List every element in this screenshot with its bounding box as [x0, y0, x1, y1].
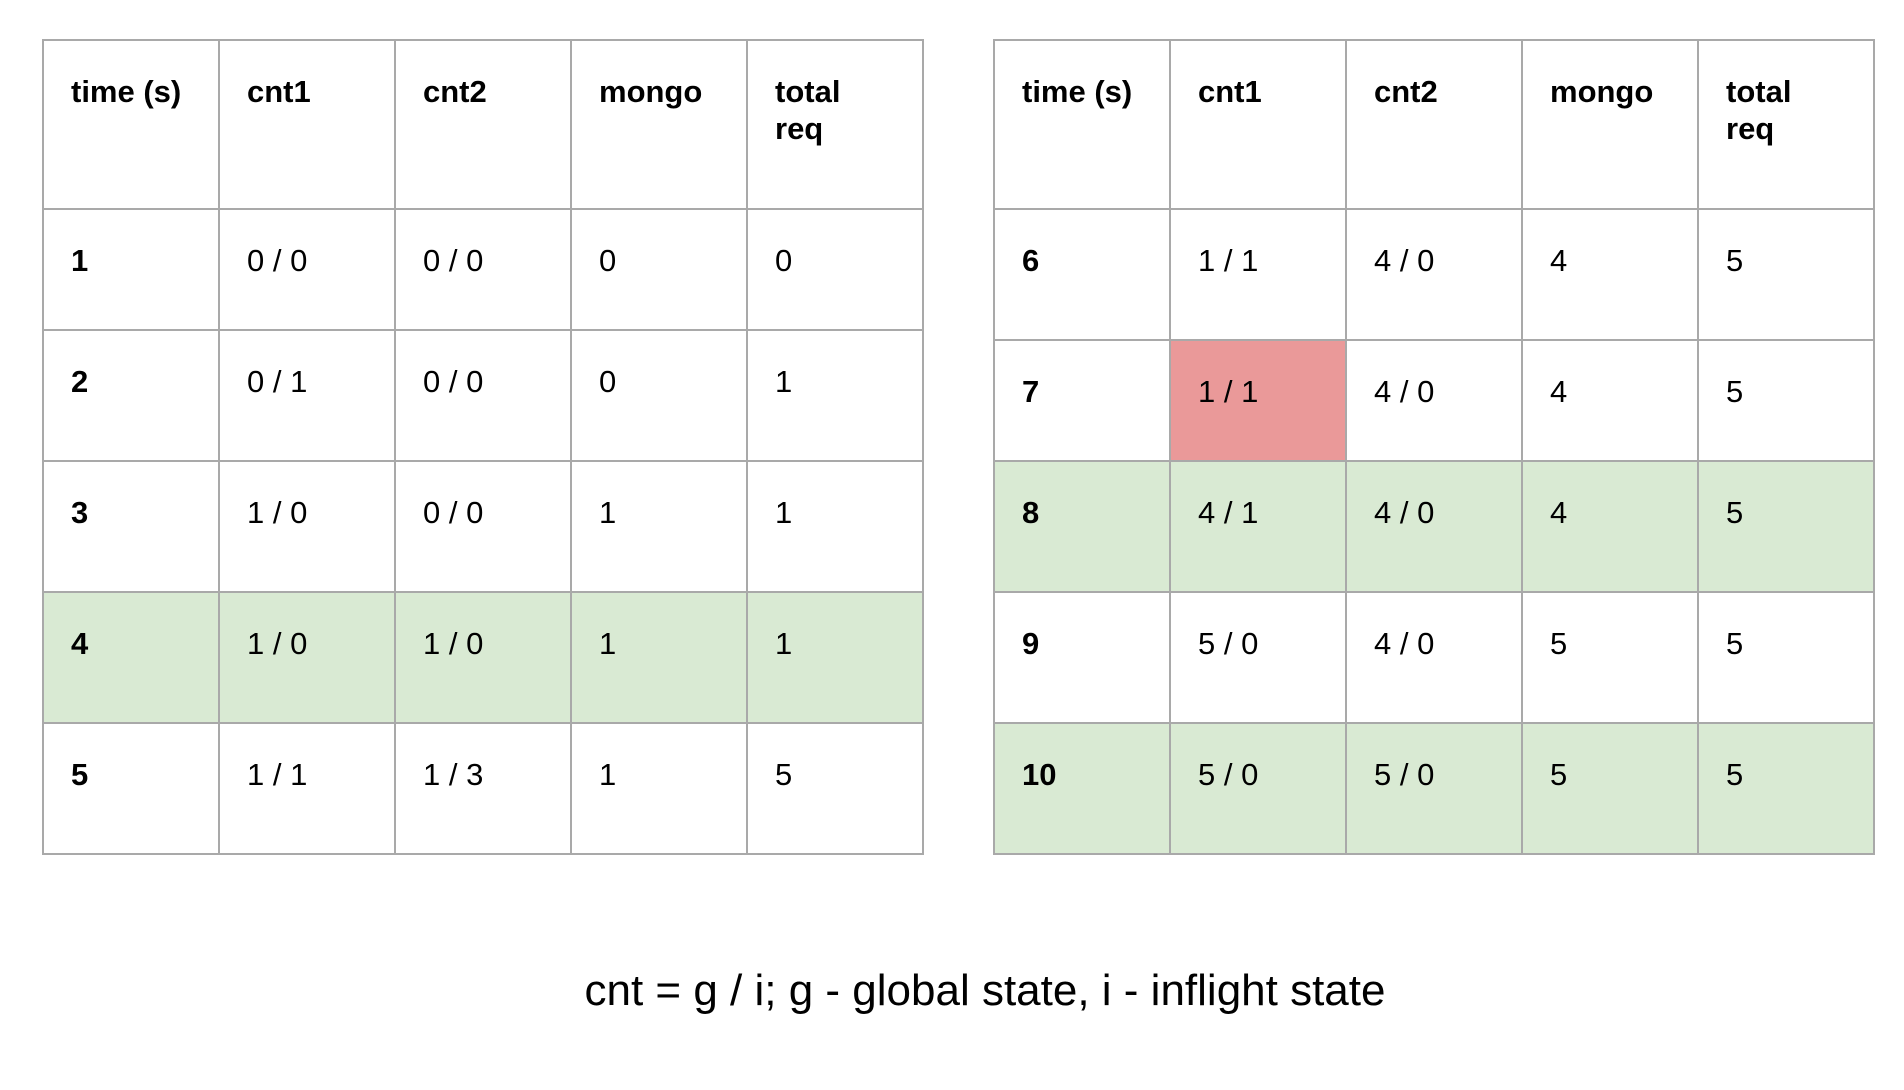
state-table-left: time (s) cnt1 cnt2 mongo total req 1 0 /… — [42, 39, 924, 855]
cell-total-req: 5 — [1697, 208, 1875, 341]
cell-total-req: 0 — [746, 208, 924, 331]
header-total-req: total req — [746, 39, 924, 210]
cell-time: 7 — [993, 339, 1171, 462]
cell-time: 8 — [993, 460, 1171, 593]
table-row: 8 4 / 1 4 / 0 4 5 — [993, 460, 1875, 593]
cell-cnt2: 0 / 0 — [394, 460, 572, 593]
header-cnt2: cnt2 — [1345, 39, 1523, 210]
cell-time: 5 — [42, 722, 220, 855]
cell-cnt2: 5 / 0 — [1345, 722, 1523, 855]
cell-cnt2: 4 / 0 — [1345, 591, 1523, 724]
cell-cnt1: 4 / 1 — [1169, 460, 1347, 593]
legend-caption: cnt = g / i; g - global state, i - infli… — [584, 966, 1386, 1015]
cell-mongo: 1 — [570, 460, 748, 593]
cell-total-req: 5 — [1697, 722, 1875, 855]
cell-mongo: 1 — [570, 591, 748, 724]
cell-cnt1: 1 / 0 — [218, 460, 396, 593]
cell-cnt2: 4 / 0 — [1345, 208, 1523, 341]
table-row: 1 0 / 0 0 / 0 0 0 — [42, 208, 924, 331]
table-row: 7 1 / 1 4 / 0 4 5 — [993, 339, 1875, 462]
cell-time: 4 — [42, 591, 220, 724]
cell-total-req: 1 — [746, 591, 924, 724]
cell-time: 1 — [42, 208, 220, 331]
cell-total-req: 1 — [746, 329, 924, 462]
header-mongo: mongo — [1521, 39, 1699, 210]
cell-mongo: 5 — [1521, 591, 1699, 724]
table-row: 9 5 / 0 4 / 0 5 5 — [993, 591, 1875, 724]
cell-time: 9 — [993, 591, 1171, 724]
cell-total-req: 1 — [746, 460, 924, 593]
cell-cnt1: 0 / 0 — [218, 208, 396, 331]
state-table-right: time (s) cnt1 cnt2 mongo total req 6 1 /… — [993, 39, 1875, 855]
cell-cnt2: 1 / 3 — [394, 722, 572, 855]
cell-total-req: 5 — [1697, 460, 1875, 593]
cell-time: 6 — [993, 208, 1171, 341]
table-row: 4 1 / 0 1 / 0 1 1 — [42, 591, 924, 724]
header-row: time (s) cnt1 cnt2 mongo total req — [993, 39, 1875, 210]
cell-mongo: 4 — [1521, 460, 1699, 593]
cell-mongo: 5 — [1521, 722, 1699, 855]
table-row: 10 5 / 0 5 / 0 5 5 — [993, 722, 1875, 855]
cell-total-req: 5 — [1697, 591, 1875, 724]
cell-cnt1: 1 / 1 — [1169, 339, 1347, 462]
cell-time: 2 — [42, 329, 220, 462]
cell-total-req: 5 — [1697, 339, 1875, 462]
cell-mongo: 4 — [1521, 339, 1699, 462]
header-mongo: mongo — [570, 39, 748, 210]
table-row: 3 1 / 0 0 / 0 1 1 — [42, 460, 924, 593]
cell-mongo: 0 — [570, 208, 748, 331]
cell-cnt1: 1 / 1 — [1169, 208, 1347, 341]
table-row: 5 1 / 1 1 / 3 1 5 — [42, 722, 924, 855]
cell-time: 3 — [42, 460, 220, 593]
table-row: 6 1 / 1 4 / 0 4 5 — [993, 208, 1875, 341]
header-total-req: total req — [1697, 39, 1875, 210]
cell-mongo: 1 — [570, 722, 748, 855]
header-row: time (s) cnt1 cnt2 mongo total req — [42, 39, 924, 210]
cell-total-req: 5 — [746, 722, 924, 855]
cell-cnt1: 1 / 1 — [218, 722, 396, 855]
cell-cnt2: 4 / 0 — [1345, 460, 1523, 593]
cell-cnt2: 1 / 0 — [394, 591, 572, 724]
header-cnt1: cnt1 — [218, 39, 396, 210]
cell-cnt1: 5 / 0 — [1169, 722, 1347, 855]
cell-mongo: 4 — [1521, 208, 1699, 341]
header-time: time (s) — [993, 39, 1171, 210]
cell-cnt1: 5 / 0 — [1169, 591, 1347, 724]
cell-cnt1: 0 / 1 — [218, 329, 396, 462]
header-cnt2: cnt2 — [394, 39, 572, 210]
cell-cnt2: 4 / 0 — [1345, 339, 1523, 462]
cell-cnt2: 0 / 0 — [394, 329, 572, 462]
header-time: time (s) — [42, 39, 220, 210]
cell-cnt2: 0 / 0 — [394, 208, 572, 331]
cell-cnt1: 1 / 0 — [218, 591, 396, 724]
cell-time: 10 — [993, 722, 1171, 855]
cell-mongo: 0 — [570, 329, 748, 462]
table-row: 2 0 / 1 0 / 0 0 1 — [42, 329, 924, 462]
header-cnt1: cnt1 — [1169, 39, 1347, 210]
